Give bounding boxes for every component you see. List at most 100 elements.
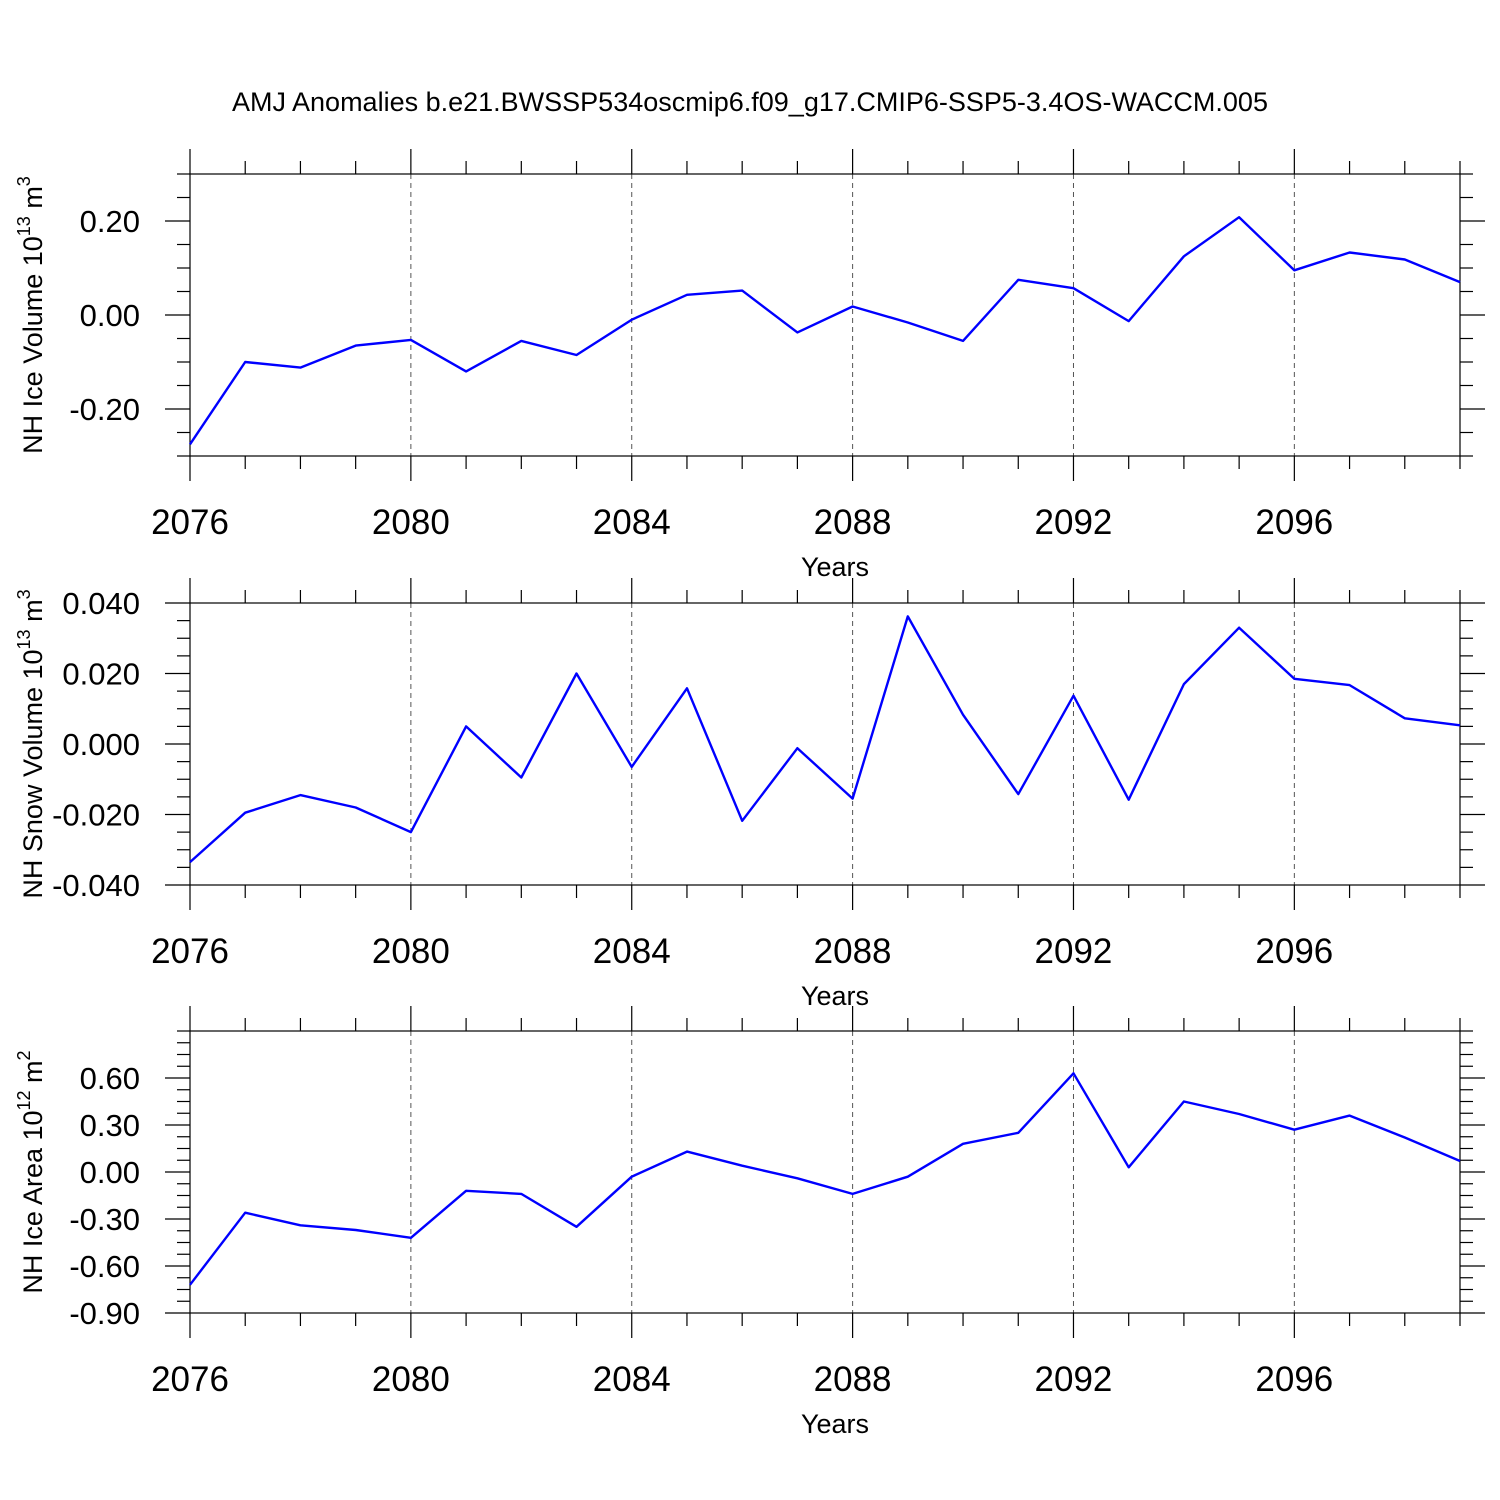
plot-frame bbox=[189, 602, 1461, 886]
data-point bbox=[1292, 268, 1296, 272]
data-point bbox=[1458, 723, 1462, 727]
data-point bbox=[243, 811, 247, 815]
x-tick-label: 2076 bbox=[151, 1360, 229, 1399]
data-point bbox=[575, 672, 579, 676]
data-point bbox=[1237, 626, 1241, 630]
data-point bbox=[1016, 278, 1020, 282]
x-tick-label: 2088 bbox=[814, 932, 892, 971]
data-point bbox=[685, 686, 689, 690]
x-tick-label: 2076 bbox=[151, 503, 229, 542]
data-point bbox=[795, 746, 799, 750]
data-point bbox=[630, 765, 634, 769]
x-tick-label: 2092 bbox=[1035, 1360, 1113, 1399]
data-point bbox=[1403, 258, 1407, 262]
x-axis-title: Years bbox=[801, 981, 869, 1011]
y-tick-label: 0.30 bbox=[80, 1108, 140, 1143]
data-point bbox=[1182, 682, 1186, 686]
data-point bbox=[1292, 1128, 1296, 1132]
data-point bbox=[298, 1223, 302, 1227]
y-axis-title: NH Ice Area 1012 m2 bbox=[14, 1050, 48, 1293]
data-point bbox=[1071, 694, 1075, 698]
data-point bbox=[1348, 1114, 1352, 1118]
y-tick-label: -0.040 bbox=[52, 868, 140, 903]
data-point bbox=[1458, 280, 1462, 284]
data-point bbox=[906, 1175, 910, 1179]
series-line bbox=[189, 215, 1461, 445]
data-point bbox=[1237, 1112, 1241, 1116]
data-point bbox=[575, 1225, 579, 1229]
data-point bbox=[961, 713, 965, 717]
data-point bbox=[630, 1175, 634, 1179]
y-tick-label: 0.20 bbox=[80, 204, 140, 239]
data-point bbox=[630, 318, 634, 322]
data-point bbox=[961, 339, 965, 343]
data-point bbox=[1127, 798, 1131, 802]
data-point bbox=[464, 1189, 468, 1193]
data-point bbox=[354, 1228, 358, 1232]
x-tick-label: 2088 bbox=[814, 1360, 892, 1399]
data-point bbox=[464, 724, 468, 728]
x-tick-label: 2096 bbox=[1255, 1360, 1333, 1399]
y-axis-title: NH Snow Volume 1013 m3 bbox=[14, 589, 48, 898]
x-tick-label: 2092 bbox=[1035, 503, 1113, 542]
data-point bbox=[851, 1192, 855, 1196]
panel-1: 2076 2080 2084 2088 2092 2096 -0.20 0.00 0.20 Yea… bbox=[14, 149, 1485, 582]
y-tick-label: 0.040 bbox=[62, 586, 140, 621]
data-point bbox=[188, 442, 192, 446]
data-point bbox=[1348, 250, 1352, 254]
data-point bbox=[740, 819, 744, 823]
x-tick-label: 2080 bbox=[372, 503, 450, 542]
data-point bbox=[464, 369, 468, 373]
y-tick-label: 0.00 bbox=[80, 298, 140, 333]
data-point bbox=[575, 353, 579, 357]
data-point bbox=[1182, 254, 1186, 258]
x-tick-label: 2092 bbox=[1035, 932, 1113, 971]
data-point bbox=[1016, 1131, 1020, 1135]
data-point bbox=[685, 1150, 689, 1154]
data-point bbox=[795, 330, 799, 334]
x-tick-label: 2080 bbox=[372, 932, 450, 971]
data-point bbox=[740, 289, 744, 293]
y-tick-label: 0.60 bbox=[80, 1061, 140, 1096]
data-point bbox=[1237, 215, 1241, 219]
data-point bbox=[519, 1192, 523, 1196]
data-point bbox=[1403, 1136, 1407, 1140]
data-point bbox=[1016, 792, 1020, 796]
data-point bbox=[961, 1142, 965, 1146]
data-point bbox=[188, 860, 192, 864]
data-point bbox=[1292, 677, 1296, 681]
y-tick-label: -0.20 bbox=[69, 392, 140, 427]
data-point bbox=[851, 305, 855, 309]
x-tick-label: 2096 bbox=[1255, 503, 1333, 542]
y-tick-label: -0.60 bbox=[69, 1249, 140, 1284]
data-point bbox=[1071, 1071, 1075, 1075]
data-point bbox=[188, 1283, 192, 1287]
y-tick-label: 0.00 bbox=[80, 1155, 140, 1190]
plot-frame bbox=[189, 173, 1461, 457]
y-tick-label: 0.000 bbox=[62, 727, 140, 762]
data-point bbox=[519, 775, 523, 779]
data-point bbox=[906, 614, 910, 618]
data-point bbox=[298, 366, 302, 370]
data-point bbox=[243, 360, 247, 364]
data-point bbox=[298, 793, 302, 797]
y-tick-label: -0.020 bbox=[52, 798, 140, 833]
figure-title: AMJ Anomalies b.e21.BWSSP534oscmip6.f09_… bbox=[232, 87, 1268, 117]
data-point bbox=[519, 339, 523, 343]
x-axis-title: Years bbox=[801, 552, 869, 582]
data-point bbox=[243, 1211, 247, 1215]
data-point bbox=[1127, 319, 1131, 323]
x-tick-label: 2076 bbox=[151, 932, 229, 971]
panel-3: 2076 2080 2084 2088 2092 2096 -0.90 -0.60 -0.30 0… bbox=[14, 1006, 1485, 1439]
series-line bbox=[189, 615, 1461, 863]
y-tick-label: 0.020 bbox=[62, 657, 140, 692]
data-point bbox=[685, 293, 689, 297]
x-tick-label: 2084 bbox=[593, 503, 671, 542]
data-point bbox=[354, 805, 358, 809]
y-axis-title: NH Ice Volume 1013 m3 bbox=[14, 176, 48, 454]
data-point bbox=[1071, 286, 1075, 290]
data-point bbox=[1348, 683, 1352, 687]
x-tick-label: 2084 bbox=[593, 1360, 671, 1399]
data-point bbox=[906, 321, 910, 325]
